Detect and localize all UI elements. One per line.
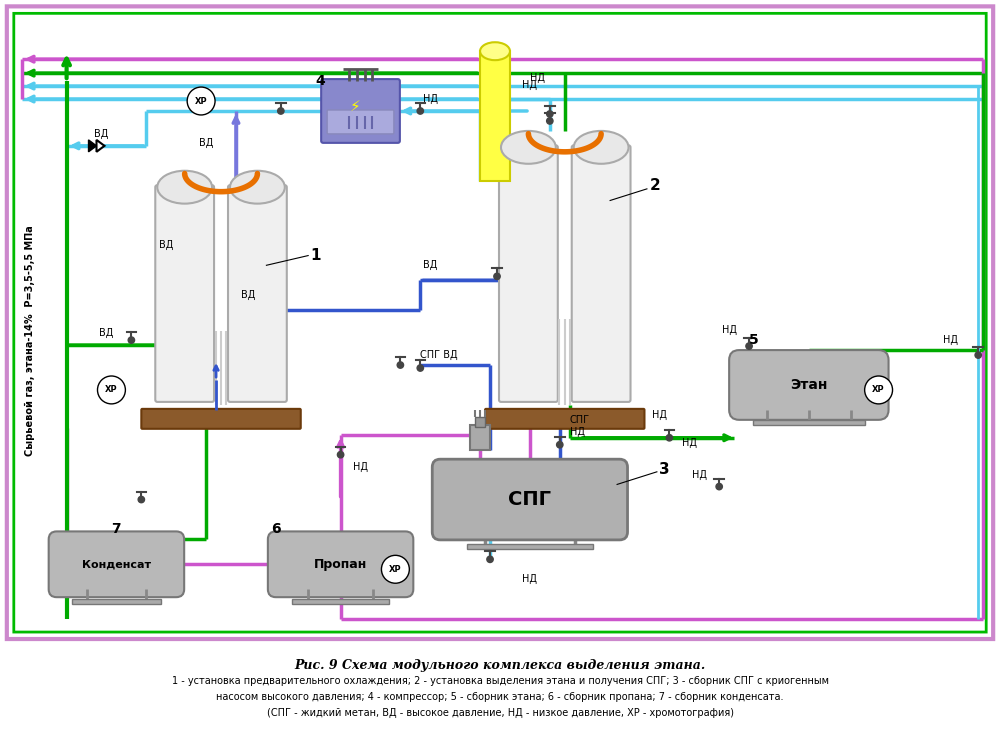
Circle shape bbox=[187, 87, 215, 115]
FancyBboxPatch shape bbox=[228, 185, 287, 402]
Circle shape bbox=[337, 452, 344, 458]
Text: ВД: ВД bbox=[99, 328, 114, 338]
Ellipse shape bbox=[574, 131, 629, 164]
Polygon shape bbox=[89, 140, 96, 152]
Ellipse shape bbox=[230, 171, 285, 204]
FancyBboxPatch shape bbox=[327, 110, 394, 134]
FancyBboxPatch shape bbox=[321, 79, 400, 142]
Text: Пропан: Пропан bbox=[314, 558, 367, 571]
Text: ВД: ВД bbox=[423, 260, 437, 271]
Text: НД: НД bbox=[423, 94, 438, 104]
Ellipse shape bbox=[157, 171, 212, 204]
Text: СПГ ВД: СПГ ВД bbox=[420, 350, 458, 360]
Circle shape bbox=[666, 434, 673, 441]
Text: ВД: ВД bbox=[199, 138, 213, 148]
Circle shape bbox=[746, 343, 752, 350]
Circle shape bbox=[975, 352, 981, 358]
Text: НД: НД bbox=[522, 80, 537, 90]
Bar bbox=[480, 51, 510, 181]
Text: 1 - установка предварительного охлаждения; 2 - установка выделения этана и получ: 1 - установка предварительного охлаждени… bbox=[172, 676, 828, 686]
Text: НД: НД bbox=[692, 470, 707, 480]
Circle shape bbox=[381, 555, 409, 584]
Ellipse shape bbox=[501, 131, 556, 164]
Text: ВД: ВД bbox=[241, 290, 255, 300]
Text: 3: 3 bbox=[659, 462, 670, 477]
Bar bbox=[72, 599, 161, 604]
Text: СПГ: СПГ bbox=[570, 415, 590, 424]
Circle shape bbox=[547, 118, 553, 124]
Text: ВД: ВД bbox=[159, 241, 173, 250]
Text: ХР: ХР bbox=[872, 386, 885, 394]
FancyBboxPatch shape bbox=[729, 350, 889, 420]
Text: НД: НД bbox=[530, 73, 545, 83]
Text: ХР: ХР bbox=[389, 565, 402, 574]
Circle shape bbox=[138, 496, 145, 502]
Text: Конденсат: Конденсат bbox=[82, 560, 151, 569]
Text: насосом высокого давления; 4 - компрессор; 5 - сборник этана; 6 - сборник пропан: насосом высокого давления; 4 - компрессо… bbox=[216, 692, 784, 702]
Ellipse shape bbox=[480, 42, 510, 60]
Text: Рис. 9 Схема модульного комплекса выделения этана.: Рис. 9 Схема модульного комплекса выделе… bbox=[294, 659, 706, 672]
Text: Этан: Этан bbox=[790, 378, 828, 392]
Polygon shape bbox=[96, 140, 104, 152]
Text: ⚡: ⚡ bbox=[350, 98, 361, 113]
Text: 4: 4 bbox=[316, 74, 326, 88]
Text: 7: 7 bbox=[112, 523, 121, 536]
FancyBboxPatch shape bbox=[141, 409, 301, 429]
Circle shape bbox=[278, 108, 284, 114]
Text: Сырьевой газ, этана-14%  P=3,5-5,5 МПа: Сырьевой газ, этана-14% P=3,5-5,5 МПа bbox=[25, 225, 35, 455]
Text: НД: НД bbox=[682, 438, 697, 448]
FancyBboxPatch shape bbox=[268, 532, 413, 597]
Bar bbox=[753, 420, 865, 424]
Circle shape bbox=[716, 484, 722, 490]
Circle shape bbox=[557, 442, 563, 448]
Bar bbox=[292, 599, 389, 604]
Text: ХР: ХР bbox=[105, 386, 118, 394]
Circle shape bbox=[547, 111, 553, 117]
Circle shape bbox=[417, 364, 423, 371]
FancyBboxPatch shape bbox=[572, 146, 631, 402]
FancyBboxPatch shape bbox=[485, 409, 644, 429]
Text: ВД: ВД bbox=[94, 129, 109, 139]
Circle shape bbox=[487, 556, 493, 562]
Text: 1: 1 bbox=[311, 248, 321, 263]
Circle shape bbox=[417, 108, 423, 114]
Circle shape bbox=[397, 362, 404, 368]
Text: ХР: ХР bbox=[195, 97, 207, 106]
FancyBboxPatch shape bbox=[155, 185, 214, 402]
Text: НД: НД bbox=[570, 427, 585, 436]
Circle shape bbox=[97, 376, 125, 404]
Text: 6: 6 bbox=[271, 523, 281, 536]
Text: 2: 2 bbox=[649, 178, 660, 194]
Circle shape bbox=[865, 376, 893, 404]
Text: 5: 5 bbox=[749, 333, 759, 347]
Text: СПГ: СПГ bbox=[508, 490, 551, 509]
Text: НД: НД bbox=[722, 325, 737, 335]
Text: НД: НД bbox=[522, 574, 537, 584]
Text: НД: НД bbox=[353, 462, 368, 472]
Circle shape bbox=[128, 337, 135, 344]
Text: НД: НД bbox=[652, 410, 667, 420]
FancyBboxPatch shape bbox=[499, 146, 558, 402]
Bar bbox=[475, 417, 485, 427]
Text: (СПГ - жидкий метан, ВД - высокое давление, НД - низкое давление, ХР - хромотогр: (СПГ - жидкий метан, ВД - высокое давлен… bbox=[267, 708, 734, 718]
Bar bbox=[467, 544, 593, 549]
FancyBboxPatch shape bbox=[49, 532, 184, 597]
Circle shape bbox=[494, 273, 500, 280]
Bar bbox=[470, 424, 490, 450]
FancyBboxPatch shape bbox=[432, 459, 628, 540]
Text: НД: НД bbox=[943, 335, 958, 345]
